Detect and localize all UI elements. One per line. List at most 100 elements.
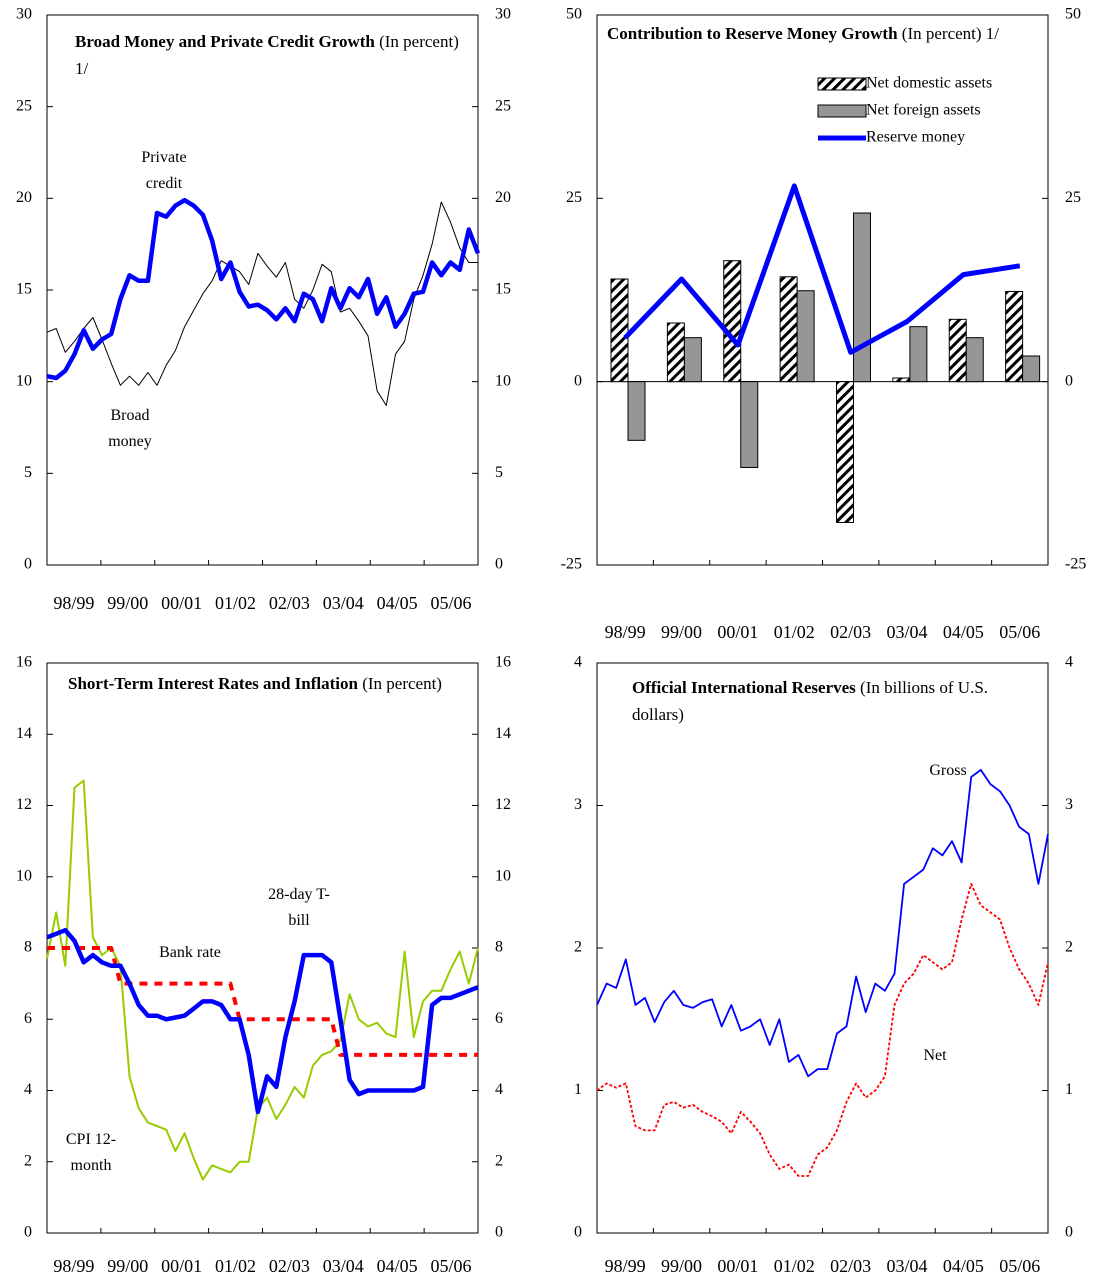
x-tick-label: 05/06 bbox=[999, 1256, 1040, 1276]
x-tick-label: 99/00 bbox=[107, 593, 148, 613]
x-tick-label: 98/99 bbox=[605, 622, 646, 642]
y-tick-label: 3 bbox=[574, 796, 582, 813]
series-line bbox=[46, 779, 479, 1181]
y2-tick-label: 3 bbox=[1065, 796, 1073, 813]
y-tick-label: 5 bbox=[24, 464, 32, 481]
y2-tick-label: 12 bbox=[495, 796, 511, 813]
x-tick-label: 00/01 bbox=[717, 622, 758, 642]
series-annotation: Net bbox=[910, 1043, 960, 1069]
series-annotation: Broad money bbox=[95, 403, 165, 455]
series-line bbox=[46, 927, 479, 1115]
y-tick-label: 0 bbox=[24, 556, 32, 573]
bar bbox=[909, 326, 928, 383]
x-tick-label: 01/02 bbox=[774, 1256, 815, 1276]
annotation-text: Gross bbox=[929, 762, 967, 779]
y2-tick-label: 0 bbox=[495, 1224, 503, 1241]
x-tick-label: 04/05 bbox=[377, 1256, 418, 1276]
y-tick-label: 0 bbox=[574, 372, 582, 389]
bar bbox=[948, 318, 967, 383]
y-tick-label: 14 bbox=[16, 725, 32, 742]
y2-tick-label: 30 bbox=[495, 6, 511, 23]
x-tick-label: 99/00 bbox=[661, 622, 702, 642]
y-tick-label: 16 bbox=[16, 654, 32, 671]
legend-swatch bbox=[817, 104, 867, 118]
annotation-text: 28-day T-bill bbox=[268, 886, 330, 929]
x-tick-label: 02/03 bbox=[830, 1256, 871, 1276]
y2-tick-label: 8 bbox=[495, 939, 503, 956]
plot-frame bbox=[46, 14, 479, 566]
subtitle: (In billions of U.S. dollars) bbox=[632, 678, 989, 724]
x-tick-label: 04/05 bbox=[943, 1256, 984, 1276]
annotation-text: Broad money bbox=[108, 407, 152, 450]
x-tick-label: 05/06 bbox=[431, 1256, 472, 1276]
x-tick-label: 01/02 bbox=[774, 622, 815, 642]
y2-tick-label: -25 bbox=[1065, 556, 1086, 573]
y-tick-label: 2 bbox=[574, 939, 582, 956]
y2-tick-label: 4 bbox=[495, 1081, 503, 1098]
x-tick-label: 02/03 bbox=[830, 622, 871, 642]
x-tick-label: 02/03 bbox=[269, 593, 310, 613]
y2-tick-label: 25 bbox=[495, 97, 511, 114]
series-line bbox=[46, 197, 481, 381]
bar bbox=[892, 377, 911, 383]
series-annotation: CPI 12-month bbox=[60, 1127, 122, 1179]
panel-title: Short-Term Interest Rates and Inflation … bbox=[68, 670, 468, 697]
title: Broad Money and Private Credit Growth bbox=[75, 32, 375, 51]
legend-swatch bbox=[817, 77, 867, 91]
x-tick-label: 02/03 bbox=[269, 1256, 310, 1276]
series-annotation: 28-day T-bill bbox=[268, 882, 330, 934]
panel-title: Official International Reserves (In bill… bbox=[632, 674, 1032, 728]
bar bbox=[965, 337, 984, 383]
series-line bbox=[596, 769, 1049, 1078]
series-line bbox=[596, 883, 1049, 1177]
series-line bbox=[47, 946, 478, 1057]
x-tick-label: 03/04 bbox=[323, 593, 364, 613]
subtitle: (In percent) 1/ bbox=[901, 24, 1000, 43]
bar bbox=[1005, 290, 1024, 383]
y-tick-label: 25 bbox=[566, 189, 582, 206]
y-tick-label: 20 bbox=[16, 189, 32, 206]
y-tick-label: 0 bbox=[574, 1224, 582, 1241]
x-tick-label: 00/01 bbox=[161, 1256, 202, 1276]
y2-tick-label: 14 bbox=[495, 725, 511, 742]
bar bbox=[779, 276, 798, 383]
x-tick-label: 05/06 bbox=[999, 622, 1040, 642]
y2-tick-label: 0 bbox=[1065, 1224, 1073, 1241]
panel-title: Contribution to Reserve Money Growth (In… bbox=[607, 20, 1047, 47]
title: Short-Term Interest Rates and Inflation bbox=[68, 674, 358, 693]
y2-tick-label: 25 bbox=[1065, 189, 1081, 206]
annotation-text: Net bbox=[923, 1047, 947, 1064]
y2-tick-label: 16 bbox=[495, 654, 511, 671]
x-tick-label: 03/04 bbox=[323, 1256, 364, 1276]
title: Contribution to Reserve Money Growth bbox=[607, 24, 898, 43]
annotation-text: Private credit bbox=[141, 149, 187, 192]
series-line bbox=[46, 201, 478, 406]
x-tick-label: 05/06 bbox=[431, 593, 472, 613]
y-tick-label: 10 bbox=[16, 372, 32, 389]
x-tick-label: 98/99 bbox=[53, 593, 94, 613]
y2-tick-label: 50 bbox=[1065, 6, 1081, 23]
subtitle: (In percent) 1/ bbox=[75, 32, 459, 78]
bar bbox=[610, 278, 629, 383]
x-tick-label: 00/01 bbox=[161, 593, 202, 613]
y2-tick-label: 20 bbox=[495, 189, 511, 206]
y-tick-label: 8 bbox=[24, 939, 32, 956]
x-tick-label: 98/99 bbox=[605, 1256, 646, 1276]
bar bbox=[853, 212, 871, 383]
bar bbox=[666, 322, 685, 383]
title: Official International Reserves bbox=[632, 678, 856, 697]
y2-tick-label: 0 bbox=[495, 556, 503, 573]
y-tick-label: 12 bbox=[16, 796, 32, 813]
x-tick-label: 98/99 bbox=[53, 1256, 94, 1276]
y-tick-label: 6 bbox=[24, 1010, 32, 1027]
bar bbox=[723, 260, 742, 383]
y2-tick-label: 10 bbox=[495, 372, 511, 389]
series-line bbox=[623, 183, 1021, 355]
series-annotation: Bank rate bbox=[150, 940, 230, 966]
series-annotation: Private credit bbox=[134, 145, 194, 197]
y-tick-label: 50 bbox=[566, 6, 582, 23]
y2-tick-label: 1 bbox=[1065, 1081, 1073, 1098]
y-tick-label: 15 bbox=[16, 281, 32, 298]
y2-tick-label: 15 bbox=[495, 281, 511, 298]
